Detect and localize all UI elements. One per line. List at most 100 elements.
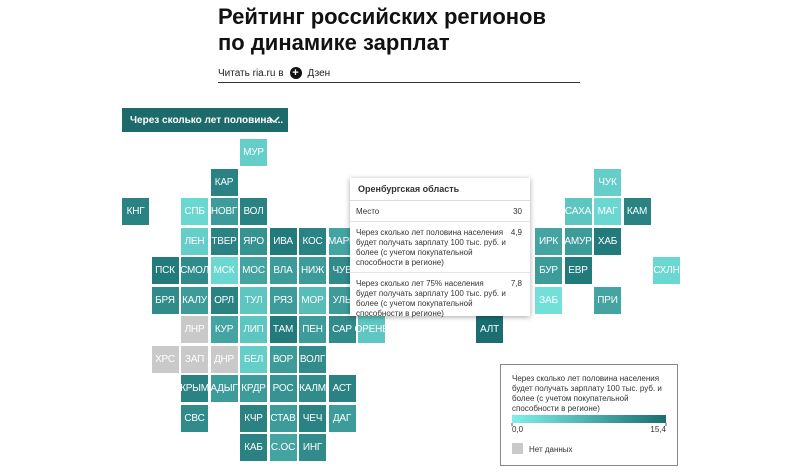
brand-icon: + [289,67,302,79]
region-tile[interactable]: МАГ [594,198,621,225]
region-label: АМУР [564,235,592,247]
region-tile[interactable]: СТАВ [269,404,297,432]
region-label: ЛЕН [184,235,205,247]
region-tile[interactable]: ИВА [269,227,297,255]
region-label: НИЖ [300,265,325,276]
region-tile[interactable]: МОС [240,257,267,284]
region-tile[interactable]: С.ОС [269,434,297,461]
region-tile[interactable]: МОР [299,286,326,314]
region-label: ИНГ [302,442,323,453]
region-tile[interactable]: САР [328,316,356,343]
region-tile[interactable]: ТУЛ [240,286,267,314]
region-tile[interactable]: ВОЛГ [299,345,326,373]
region-label: МАРИ [327,235,357,247]
region-tile[interactable]: АЛТ [476,316,503,343]
tooltip-row: Через сколько лет 75% населения будет по… [350,273,530,323]
region-tile[interactable]: ОРЕНБ [355,316,389,343]
region-tile[interactable]: БУР [535,257,562,284]
region-tile[interactable]: КАБ [240,434,267,461]
region-label: ЛНР [184,324,205,335]
region-label: СВС [184,412,205,424]
region-tile[interactable]: ТВЕР [210,227,238,255]
region-label: МОР [301,294,324,306]
region-tile[interactable]: КРЫМ [180,375,209,402]
region-tile[interactable]: ЛИП [240,316,267,343]
region-label: НОВГ [210,206,238,217]
region-tile[interactable]: КАЛМ [299,375,326,402]
region-label: МСК [213,265,235,276]
region-label: УЛЬ [332,294,352,306]
region-label: ЕВР [568,265,588,276]
region-tile[interactable]: ЕВР [564,257,592,284]
region-tile[interactable]: ДАГ [328,404,356,432]
read-brand: Дзен [307,67,331,79]
region-tile[interactable]: САХА [564,198,592,225]
region-tile[interactable]: КУР [210,316,238,343]
region-tile[interactable]: ВЛА [269,257,297,284]
region-label: СТАВ [270,412,296,424]
region-tile[interactable]: ПЕН [299,316,326,343]
region-tile[interactable]: ЧЕЧ [299,404,326,432]
region-tile[interactable]: ПСК [151,257,179,284]
region-tile[interactable]: ЛЕН [181,227,208,255]
region-label: КРЫМ [180,383,209,394]
region-tile[interactable]: ЗАБ [535,286,562,314]
region-label: ТВЕР [211,235,237,247]
tooltip-title: Оренбургская область [350,178,530,201]
region-tile[interactable]: КОС [299,227,326,255]
region-label: ТУЛ [244,294,263,306]
read-link[interactable]: Читать ria.ru в + Дзен [218,64,580,83]
region-label: САХА [564,206,592,217]
region-tile[interactable]: АМУР [564,227,592,255]
tooltip-label: Через сколько лет 75% населения будет по… [356,279,506,318]
region-tile[interactable]: ХРС [151,345,179,373]
region-tile[interactable]: НИЖ [299,257,326,284]
region-tile[interactable]: ЗАП [181,345,208,373]
region-tile[interactable]: ЯРО [240,227,267,255]
region-tile[interactable]: ВОЛ [240,198,267,225]
region-tile[interactable]: КАМ [623,198,651,225]
region-tile[interactable]: РЯЗ [269,286,297,314]
region-tile[interactable]: КНГ [122,198,149,225]
region-tile[interactable]: РОС [269,375,297,402]
region-tile[interactable]: ОРЛ [210,286,238,314]
region-label: ТАМ [272,324,294,335]
region-label: МОС [242,265,265,276]
region-tile[interactable]: НОВГ [210,198,238,225]
chevron [268,116,280,124]
region-tile[interactable]: АСТ [328,375,356,402]
region-tile[interactable]: БРЯ [151,286,179,314]
region-tile[interactable]: ЧУК [594,168,621,196]
region-tile[interactable]: ПРИ [594,286,621,314]
region-tile[interactable]: КРДР [240,375,267,402]
region-tile[interactable]: ИРК [535,227,562,255]
region-tile[interactable]: СВС [181,404,208,432]
region-tile[interactable]: ЛНР [181,316,208,343]
region-tile[interactable]: СХЛН [653,257,680,284]
region-tile[interactable]: ДНР [210,345,238,373]
region-tile[interactable]: СМОЛ [180,257,209,284]
region-tile[interactable]: ТАМ [269,316,297,343]
region-label: БЕЛ [243,353,264,365]
region-tile[interactable]: БЕЛ [240,345,267,373]
metric-dropdown[interactable]: Через сколько лет половина ... [122,108,288,132]
region-tile[interactable]: ИНГ [299,434,326,461]
region-tile[interactable]: КЧР [240,404,267,432]
region-label: АЛТ [480,324,499,335]
region-tile[interactable]: ВОР [269,345,297,373]
region-label: ВОЛ [243,206,264,217]
region-label: КАЛУ [182,294,207,306]
region-tile[interactable]: МСК [210,257,238,284]
region-tile[interactable]: КАЛУ [181,286,208,314]
region-tile[interactable]: АДЫГ [210,375,238,402]
region-tile[interactable]: КАР [210,168,238,196]
region-label: БРЯ [155,294,175,306]
region-label: КАБ [244,442,263,453]
region-tile[interactable]: МУР [240,139,267,166]
region-tile[interactable]: ХАБ [594,227,621,255]
region-tile[interactable]: СПБ [181,198,208,225]
read-prefix: Читать ria.ru в [218,67,284,79]
region-label: БУР [539,265,558,276]
region-label: САР [332,324,352,335]
region-label: ЛИП [243,324,264,335]
